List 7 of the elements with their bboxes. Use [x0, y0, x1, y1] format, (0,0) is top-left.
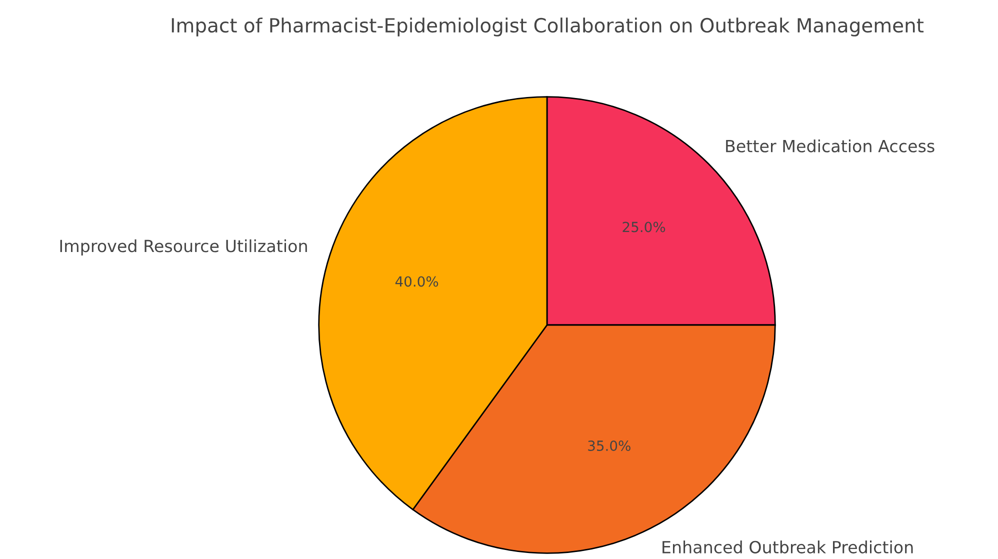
slice-label: Improved Resource Utilization: [60, 239, 307, 256]
chart-title: Impact of Pharmacist-Epidemiologist Collaboration on Outbreak Management: [172, 18, 924, 36]
slice-label: Enhanced Outbreak Prediction: [662, 540, 913, 554]
data-label: 40.0%: [395, 276, 438, 287]
data-label: 25.0%: [622, 222, 666, 232]
data-label: 35.0%: [588, 440, 630, 452]
slice-label: Better Medication Access: [726, 139, 934, 152]
